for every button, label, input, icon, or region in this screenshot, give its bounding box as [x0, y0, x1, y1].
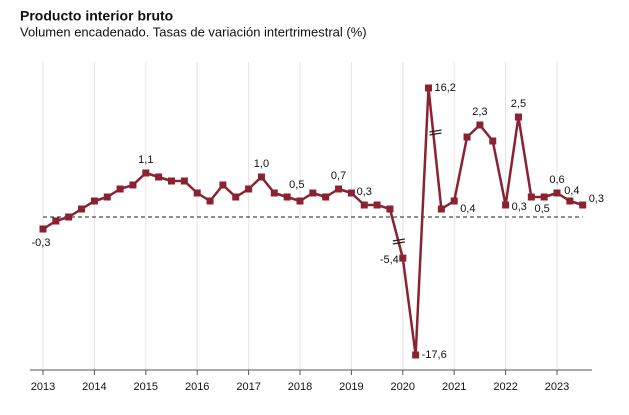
data-line	[42, 86, 584, 357]
x-tick-label: 2017	[236, 381, 260, 393]
axis-break	[429, 132, 442, 136]
data-point	[399, 254, 407, 262]
data-point	[142, 169, 150, 177]
x-tick-label: 2018	[288, 381, 312, 393]
data-point	[78, 205, 86, 213]
data-point	[257, 173, 265, 181]
data-label: 0,5	[535, 203, 550, 215]
data-label: 0,5	[289, 179, 304, 191]
data-point	[553, 189, 561, 197]
data-label: 0,3	[589, 193, 604, 205]
data-point	[219, 181, 227, 189]
data-label: 0,6	[549, 174, 564, 186]
x-tick-label: 2020	[391, 381, 415, 393]
data-point	[52, 217, 60, 225]
data-point	[39, 225, 47, 233]
data-point	[373, 201, 381, 209]
data-point	[425, 84, 432, 92]
data-label: -5,4	[380, 254, 399, 266]
data-label: 2,3	[472, 106, 487, 118]
data-point	[502, 201, 510, 209]
x-tick-label: 2014	[82, 381, 106, 393]
data-point	[489, 137, 497, 145]
data-label: 0,3	[512, 201, 527, 213]
data-label: 0,4	[460, 203, 475, 215]
data-point	[579, 201, 587, 209]
chart-title: Producto interior bruto	[20, 8, 173, 24]
data-label: 0,3	[357, 186, 372, 198]
x-tick-label: 2022	[493, 381, 517, 393]
data-point	[527, 193, 535, 201]
data-label: -17,6	[422, 349, 447, 361]
x-tick-label: 2016	[185, 381, 209, 393]
axis-break	[392, 238, 405, 242]
data-label: 2,5	[511, 98, 526, 110]
data-point	[90, 197, 98, 205]
data-label: 0,4	[564, 185, 579, 197]
data-label: 0,7	[331, 170, 346, 182]
data-label: -0,3	[32, 237, 51, 249]
data-point	[412, 351, 420, 359]
data-point	[360, 201, 368, 209]
data-point	[232, 193, 240, 201]
data-point	[347, 189, 355, 197]
data-point	[129, 181, 137, 189]
data-point	[566, 197, 574, 205]
data-point	[206, 197, 214, 205]
chart-subtitle: Volumen encadenado. Tasas de variación i…	[20, 24, 367, 39]
x-tick-label: 2019	[339, 381, 363, 393]
data-label: 16,2	[435, 82, 456, 94]
x-tick-label: 2021	[442, 381, 466, 393]
data-point	[437, 205, 445, 213]
data-point	[270, 189, 278, 197]
data-point	[386, 205, 394, 213]
data-point	[193, 189, 201, 197]
data-point	[155, 173, 163, 181]
data-point	[180, 177, 188, 185]
data-point	[476, 121, 484, 129]
x-tick-label: 2015	[134, 381, 158, 393]
data-point	[296, 197, 304, 205]
data-point	[168, 177, 175, 185]
x-tick-label: 2013	[31, 381, 55, 393]
data-point	[309, 189, 317, 197]
axis-break	[429, 129, 442, 133]
data-point	[463, 133, 471, 141]
data-point	[335, 185, 343, 193]
x-tick-label: 2023	[545, 381, 569, 393]
data-point	[540, 193, 548, 201]
data-point	[116, 185, 124, 193]
axis-break	[392, 241, 405, 245]
data-label: 1,1	[138, 154, 153, 166]
data-point	[322, 193, 330, 201]
data-label: 1,0	[254, 158, 269, 170]
data-point	[450, 197, 458, 205]
data-point	[65, 213, 73, 221]
data-point	[103, 193, 111, 201]
data-point	[283, 193, 291, 201]
data-point	[245, 185, 253, 193]
data-point	[514, 113, 522, 121]
